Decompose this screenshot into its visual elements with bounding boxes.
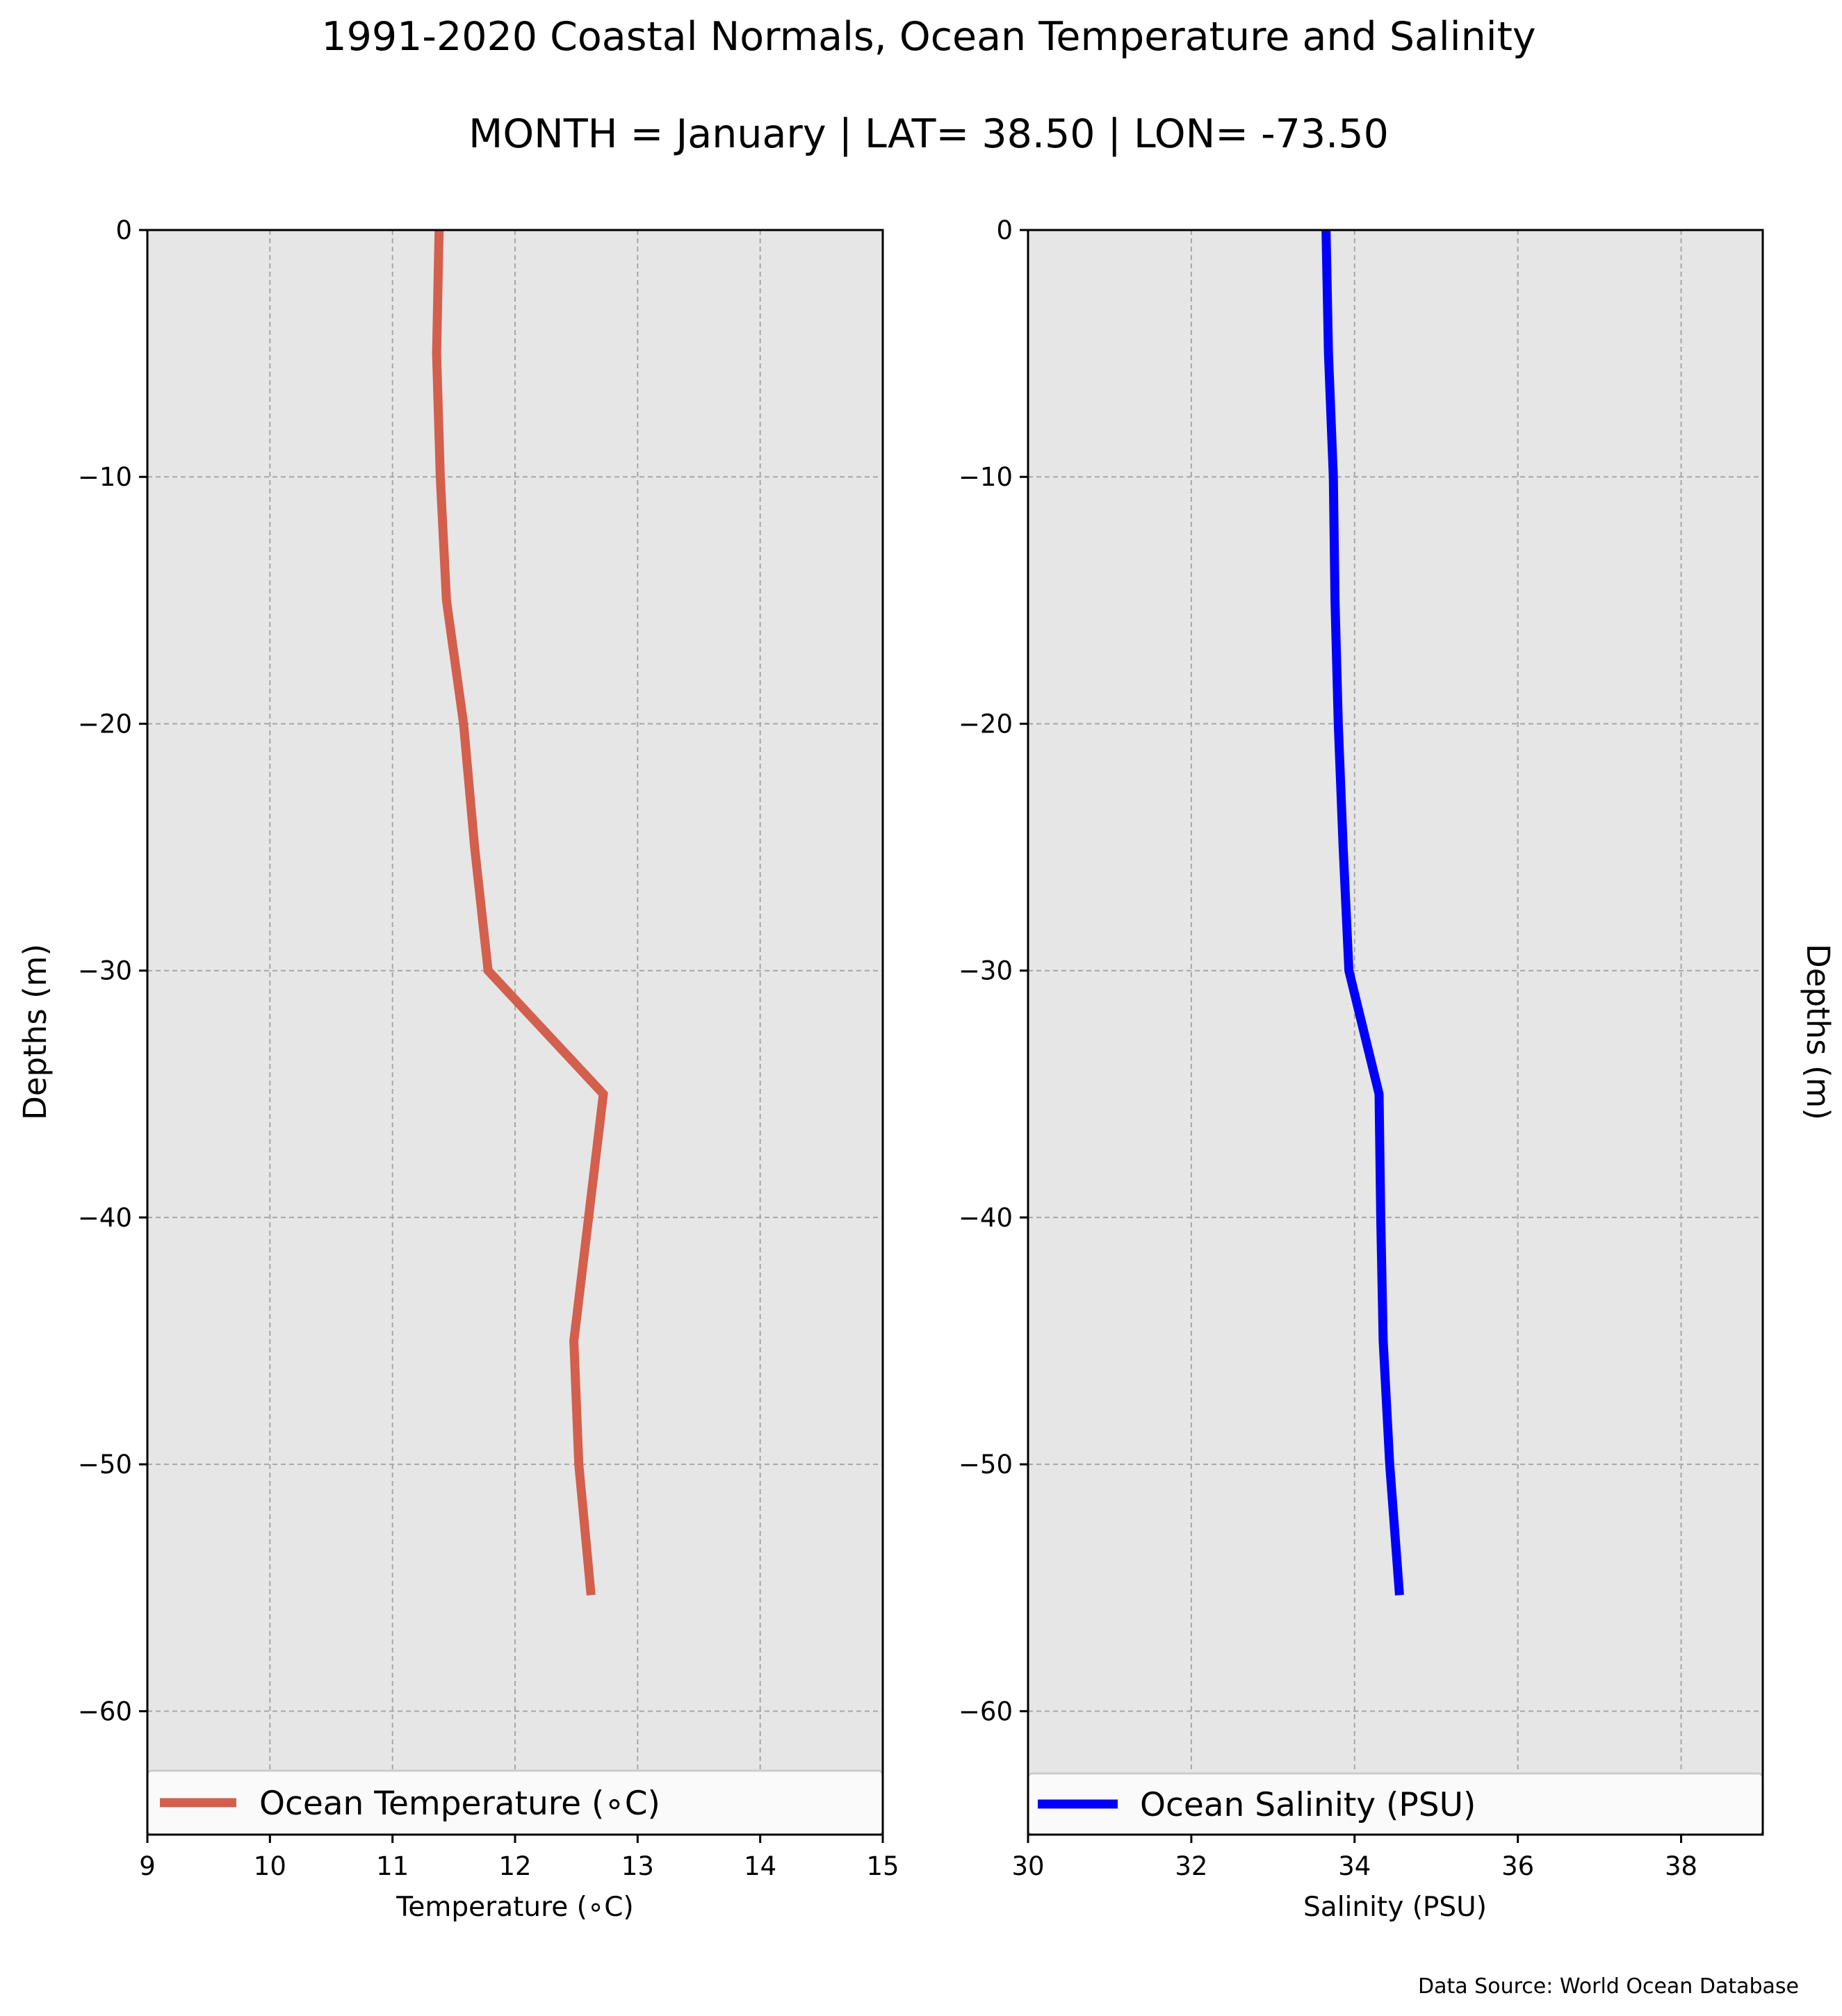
salinity-x-tick-label: 38 (1665, 1851, 1697, 1881)
temperature-legend: Ocean Temperature (∘C) (146, 1769, 884, 1836)
temperature-x-tick-label: 14 (744, 1851, 776, 1881)
salinity-x-tick-label: 34 (1338, 1851, 1371, 1881)
temperature-x-tick-label: 11 (376, 1851, 409, 1881)
temperature-x-tick-label: 15 (866, 1851, 899, 1881)
salinity-y-axis-label: Depths (m) (1800, 944, 1836, 1120)
temperature-y-tick-label: −50 (78, 1450, 132, 1480)
salinity-legend: Ocean Salinity (PSU) (1027, 1772, 1764, 1836)
salinity-legend-label: Ocean Salinity (PSU) (1140, 1786, 1476, 1824)
temperature-x-tick-label: 12 (498, 1851, 531, 1881)
salinity-x-tick-label: 30 (1011, 1851, 1044, 1881)
salinity-x-tick-label: 32 (1175, 1851, 1207, 1881)
salinity-y-tick-label: −40 (959, 1203, 1013, 1233)
salinity-y-tick-label: −50 (959, 1450, 1013, 1480)
figure-subtitle: MONTH = January | LAT= 38.50 | LON= -73.… (468, 111, 1389, 157)
temperature-y-axis-label: Depths (m) (17, 944, 54, 1120)
temperature-series-layer (432, 229, 608, 1596)
temperature-y-tick-label: 0 (115, 215, 132, 245)
temperature-x-tick-label: 10 (254, 1851, 286, 1881)
salinity-x-tick-label: 36 (1501, 1851, 1534, 1881)
salinity-y-tick-label: −60 (959, 1696, 1013, 1726)
salinity-gridlines (1027, 229, 1763, 1835)
temperature-x-tick-label: 13 (621, 1851, 654, 1881)
data-source-note: Data Source: World Ocean Database (1418, 1974, 1799, 1999)
temperature-profile-line (432, 229, 608, 1596)
salinity-x-axis-label: Salinity (PSU) (1303, 1892, 1487, 1923)
temperature-y-tick-label: −10 (78, 462, 132, 492)
temperature-y-tick-label: −40 (78, 1203, 132, 1233)
temperature-y-tick-label: −30 (78, 956, 132, 986)
salinity-series-layer (1321, 229, 1404, 1596)
temperature-x-axis-label: Temperature (∘C) (396, 1892, 634, 1923)
salinity-y-tick-label: 0 (996, 215, 1013, 245)
salinity-y-tick-label: −10 (959, 462, 1013, 492)
salinity-profile-line (1321, 229, 1404, 1596)
temperature-panel: Ocean Temperature (∘C) 9 10 11 12 13 14 15 0 −10… (17, 215, 899, 1923)
salinity-y-tick-label: −20 (959, 709, 1013, 739)
temperature-y-tick-label: −20 (78, 709, 132, 739)
salinity-y-tick-label: −30 (959, 956, 1013, 986)
temperature-ticks: 9 10 11 12 13 14 15 0 −10 −20 −30 −40 −50 −60 (78, 215, 899, 1881)
salinity-plot-frame (1027, 229, 1764, 1836)
temperature-y-tick-label: −60 (78, 1696, 132, 1726)
temperature-x-tick-label: 9 (139, 1851, 156, 1881)
temperature-legend-label: Ocean Temperature (∘C) (259, 1785, 660, 1823)
salinity-panel: Ocean Salinity (PSU) 30 32 34 36 38 0 −10 −20 −3… (959, 215, 1836, 1923)
salinity-ticks: 30 32 34 36 38 0 −10 −20 −30 −40 −50 −60 (959, 215, 1697, 1881)
figure-title: 1991-2020 Coastal Normals, Ocean Tempera… (321, 14, 1535, 60)
